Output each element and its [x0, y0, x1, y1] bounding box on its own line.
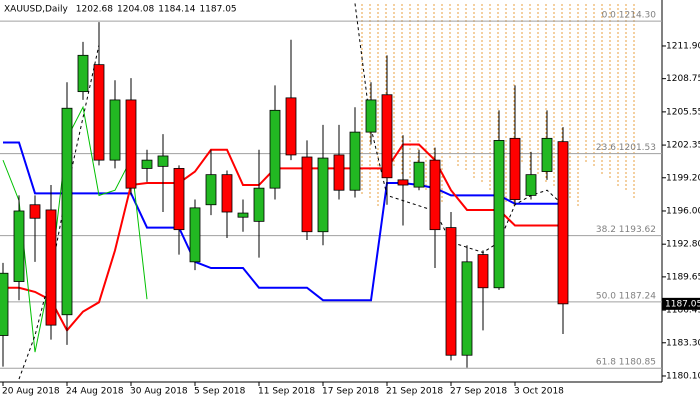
candle-body — [13, 210, 25, 282]
x-tick-label: 27 Sep 2018 — [450, 387, 507, 397]
price-box-label: 1187.05 — [665, 299, 700, 309]
indicator-line — [3, 141, 563, 302]
x-tick-label: 24 Aug 2018 — [66, 387, 124, 397]
candle-body — [61, 107, 73, 316]
candle-body — [461, 261, 473, 356]
candle-body — [365, 99, 377, 133]
x-tick-label: 11 Sep 2018 — [258, 387, 315, 397]
candle-body — [397, 179, 409, 186]
indicator-line — [354, 3, 564, 254]
y-tick-label: 1211.90 — [666, 41, 700, 51]
candle-body — [445, 227, 457, 356]
ohlc-value: 1202.68 — [76, 5, 113, 15]
candle-body — [157, 155, 169, 167]
y-tick-label: 1183.30 — [666, 338, 700, 348]
candle-body — [45, 209, 57, 326]
candle-body — [525, 174, 537, 196]
y-tick-label: 1205.55 — [666, 107, 700, 117]
candle-body — [125, 99, 137, 189]
candle-body — [493, 140, 505, 289]
candle-body — [381, 94, 393, 179]
candle-body — [253, 187, 265, 222]
x-tick-label: 30 Aug 2018 — [130, 387, 188, 397]
candle-body — [317, 157, 329, 233]
candle-body — [477, 254, 489, 289]
candle-body — [77, 54, 89, 93]
candle-body — [349, 131, 361, 191]
candle-body — [141, 159, 153, 169]
candle-body — [93, 64, 105, 161]
candle-body — [557, 141, 569, 305]
price-box — [662, 297, 700, 310]
candle-body — [237, 212, 249, 218]
candle-body — [269, 109, 281, 189]
candle-body — [221, 174, 233, 213]
candle-body — [189, 207, 201, 263]
ohlc-value: 1187.05 — [199, 5, 236, 15]
candle-body — [0, 272, 9, 336]
y-tick-label: 1192.80 — [666, 240, 700, 250]
x-tick-label: 21 Sep 2018 — [386, 387, 443, 397]
candle-body — [285, 97, 297, 156]
x-tick-label: 5 Sep 2018 — [194, 387, 246, 397]
y-tick-label: 1189.65 — [666, 272, 700, 282]
y-tick-label: 1199.20 — [666, 173, 700, 183]
x-tick-label: 3 Oct 2018 — [514, 387, 564, 397]
y-tick-label: 1208.75 — [666, 74, 700, 84]
fib-label: 61.8 1180.85 — [596, 358, 656, 368]
ohlc-value: 1184.14 — [158, 5, 195, 15]
y-tick-label: 1202.35 — [666, 141, 700, 151]
y-tick-label: 1180.10 — [666, 371, 700, 381]
candle-body — [109, 99, 121, 161]
x-tick-label: 20 Aug 2018 — [2, 387, 60, 397]
x-tick-label: 17 Sep 2018 — [322, 387, 379, 397]
y-tick-label: 1196.00 — [666, 206, 700, 216]
indicator-line — [2, 105, 148, 353]
indicator-line — [18, 44, 100, 380]
y-tick-label: 1186.45 — [666, 306, 700, 316]
candle-body — [541, 137, 553, 172]
fib-label: 0.0 1214.30 — [602, 11, 657, 21]
candle-body — [509, 137, 521, 200]
candle-body — [205, 174, 217, 206]
candle-body — [333, 154, 345, 191]
candle-body — [301, 156, 313, 233]
candle-body — [429, 159, 441, 231]
chart-title: XAUUSD,Daily — [4, 5, 68, 15]
ohlc-value: 1204.08 — [117, 5, 154, 15]
candle-body — [173, 168, 185, 231]
candle-body — [29, 204, 41, 219]
candle-body — [413, 161, 425, 188]
fib-label: 23.6 1201.53 — [596, 143, 656, 153]
fib-label: 50.0 1187.24 — [596, 291, 656, 301]
indicator-line — [3, 143, 563, 333]
fib-label: 38.2 1193.62 — [596, 225, 656, 235]
